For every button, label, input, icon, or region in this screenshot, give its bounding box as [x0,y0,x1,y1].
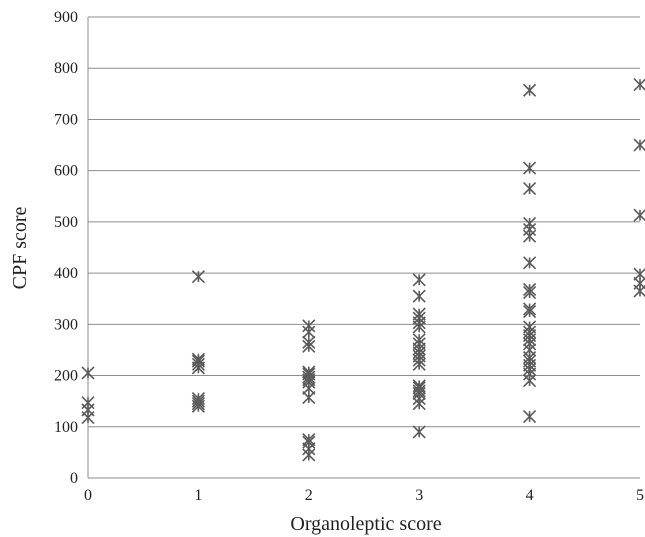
x-tick-label: 1 [194,487,202,504]
y-axis-title: CPF score [9,206,31,289]
data-point [524,375,536,387]
data-point [413,274,425,286]
y-tick-label: 200 [54,368,78,385]
data-point [634,139,645,151]
data-point [413,426,425,438]
y-tick-label: 500 [54,214,78,231]
data-point [82,367,94,379]
data-point [524,230,536,242]
y-tick-labels: 0 100 200 300 400 500 600 700 800 900 [54,9,78,487]
y-tick-label: 700 [54,111,78,128]
x-axis-title: Organoleptic score [290,513,441,535]
y-tick-label: 600 [54,163,78,180]
data-point [634,285,645,297]
y-tick-label: 300 [54,316,78,333]
x-tick-label: 2 [305,487,313,504]
data-point [634,79,645,91]
x-tick-labels: 0 1 2 3 4 5 [84,487,644,504]
data-point [413,290,425,302]
data-point [82,412,94,424]
data-point [524,306,536,318]
y-tick-label: 900 [54,9,78,26]
y-tick-label: 100 [54,419,78,436]
data-point [192,271,204,283]
x-tick-label: 0 [84,487,92,504]
data-point [303,449,315,461]
data-points [82,79,645,461]
data-point [524,257,536,269]
data-point [524,162,536,174]
data-point [524,183,536,195]
axes [88,17,640,478]
y-tick-label: 400 [54,265,78,282]
y-tick-label: 0 [70,470,78,487]
y-tick-label: 800 [54,60,78,77]
x-tick-label: 4 [526,487,534,504]
data-point [303,392,315,404]
data-point [634,209,645,221]
x-tick-label: 3 [415,487,423,504]
x-tick-label: 5 [636,487,644,504]
data-point [524,411,536,423]
data-point [303,326,315,338]
data-point [524,84,536,96]
gridlines [88,17,640,427]
